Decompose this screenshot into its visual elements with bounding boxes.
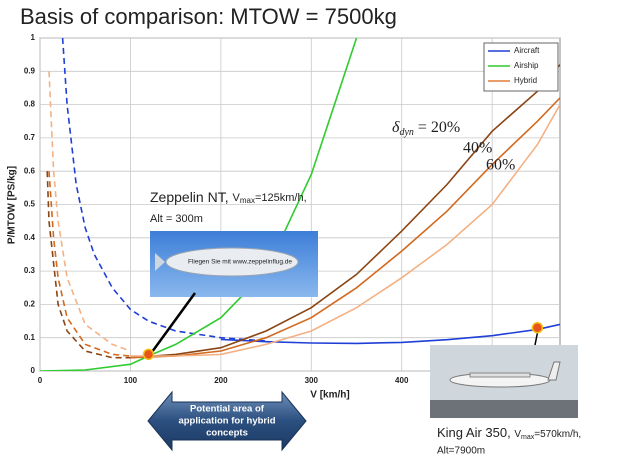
y-tick-label: 0.3 — [24, 266, 36, 275]
curve — [47, 171, 130, 358]
airship-banner: Fliegen Sie mit www.zeppelinflug.de — [188, 259, 292, 266]
delta-label: δdyn = 20% — [392, 119, 460, 139]
x-tick-label: 400 — [395, 376, 409, 385]
zeppelin-pointer — [152, 293, 195, 352]
zeppelin-speed: =125km/h, — [255, 192, 307, 204]
plane-wing — [470, 373, 530, 377]
curve — [130, 98, 560, 358]
y-tick-label: 0.7 — [24, 133, 36, 142]
photo-runway — [430, 400, 578, 418]
x-tick-label: 200 — [214, 376, 228, 385]
x-tick-label: 300 — [305, 376, 319, 385]
page: {"chart_data": { "type": "line", "title"… — [0, 0, 622, 470]
zeppelin-alt: Alt = 300m — [150, 213, 203, 225]
y-tick-label: 1 — [31, 33, 36, 42]
y-tick-label: 0.8 — [24, 100, 36, 109]
legend: Aircraft Airship Hybrid — [484, 43, 558, 91]
legend-label: Aircraft — [514, 46, 540, 55]
delta-rest: = 20% — [414, 119, 460, 136]
chart: Basis of comparison: MTOW = 7500kg V [km… — [0, 0, 622, 470]
king-air-speed: =570km/h, — [534, 429, 581, 440]
y-tick-label: 0.5 — [24, 200, 36, 209]
zeppelin-label: Zeppelin NT, Vmax=125km/h, — [150, 189, 307, 205]
grid — [40, 38, 560, 371]
y-tick-label: 0.4 — [24, 233, 36, 242]
king-air-alt: Alt=7900m — [437, 446, 485, 457]
curve — [130, 105, 560, 356]
y-tick-label: 0.9 — [24, 66, 36, 75]
y-tick-label: 0.1 — [24, 333, 36, 342]
arrow-line: Potential area of — [190, 404, 265, 415]
y-tick-label: 0.6 — [24, 166, 36, 175]
chart-title: Basis of comparison: MTOW = 7500kg — [20, 4, 397, 29]
x-tick-label: 100 — [124, 376, 138, 385]
highlight-point — [144, 349, 154, 359]
y-tick-label: 0.2 — [24, 300, 36, 309]
king-air-name: King Air 350, — [437, 425, 514, 440]
label-40: 40% — [463, 140, 492, 157]
y-axis-label: P/MTOW [PS/kg] — [7, 166, 18, 244]
zeppelin-name: Zeppelin NT, — [150, 189, 232, 205]
y-tick-label: 0 — [31, 366, 36, 375]
highlight-point — [532, 323, 542, 333]
king-air-label: King Air 350, Vmax=570km/h, — [437, 425, 581, 440]
arrow-line: concepts — [206, 428, 248, 439]
legend-label: Airship — [514, 61, 539, 70]
plane-photo — [430, 345, 578, 418]
delta-sub: dyn — [399, 127, 413, 138]
x-axis-label: V [km/h] — [310, 390, 349, 401]
legend-label: Hybrid — [514, 76, 537, 85]
airship-photo: Fliegen Sie mit www.zeppelinflug.de — [150, 231, 318, 297]
arrow-line: application for hybrid — [178, 416, 275, 427]
x-tick-label: 0 — [38, 376, 43, 385]
zeppelin-sub: max — [240, 196, 255, 205]
curve — [49, 71, 130, 351]
king-air-sub: max — [521, 434, 535, 441]
label-60: 60% — [486, 157, 515, 174]
